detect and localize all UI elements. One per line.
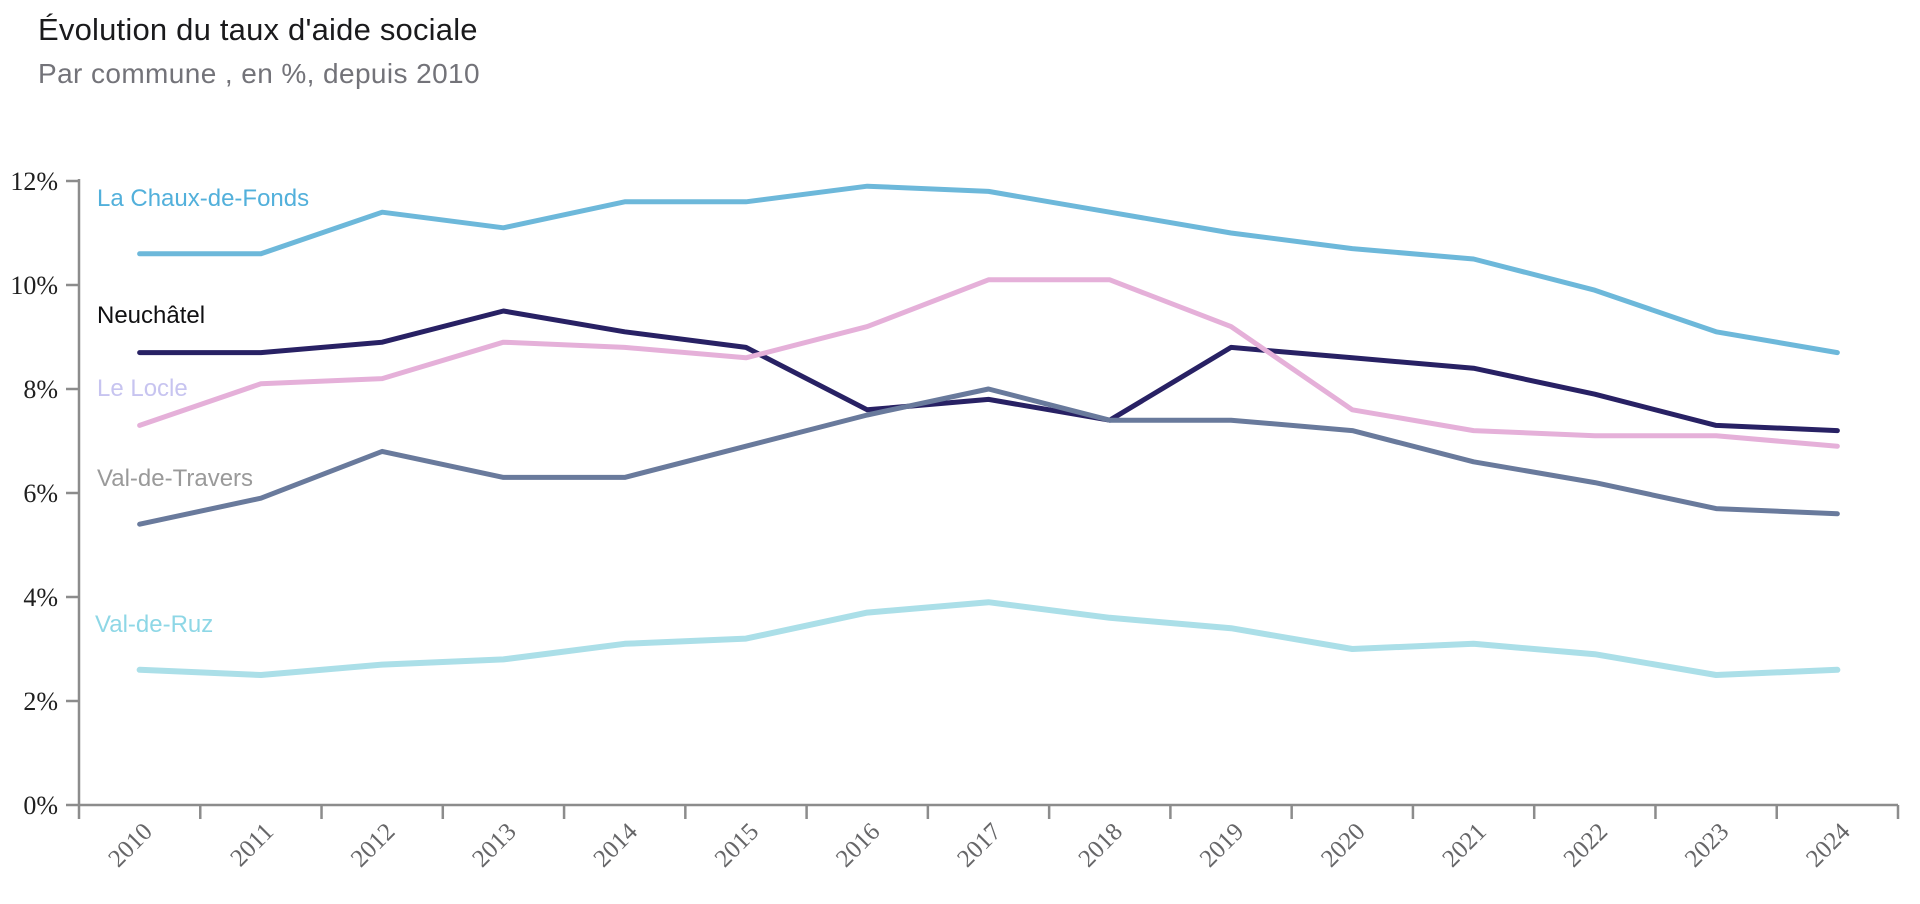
- x-tick-label: 2012: [346, 818, 400, 872]
- x-tick-label: 2022: [1559, 818, 1613, 872]
- series-label-neuch-tel: Neuchâtel: [97, 302, 205, 329]
- series-line-neuch-tel: [137, 308, 1840, 434]
- series-label-val-de-travers: Val-de-Travers: [97, 465, 253, 492]
- y-tick-label: 8%: [23, 375, 58, 404]
- series-line-val-de-travers: [137, 386, 1840, 527]
- series-label-la-chaux-de-fonds: La Chaux-de-Fonds: [97, 185, 309, 212]
- y-tick-label: 0%: [23, 791, 58, 820]
- x-tick-label: 2020: [1316, 818, 1370, 872]
- series-line-val-de-ruz: [136, 599, 1841, 678]
- y-tick-label: 6%: [23, 479, 58, 508]
- series-line-le-locle: [137, 277, 1840, 449]
- y-tick-label: 12%: [10, 167, 58, 196]
- x-tick-label: 2014: [588, 818, 643, 873]
- x-tick-label: 2011: [225, 818, 279, 872]
- chart-title: Évolution du taux d'aide sociale: [38, 12, 478, 47]
- series-label-le-locle: Le Locle: [97, 375, 188, 402]
- y-tick-label: 4%: [23, 583, 58, 612]
- x-tick-label: 2017: [952, 818, 1006, 872]
- chart-subtitle: Par commune , en %, depuis 2010: [38, 58, 480, 89]
- x-tick-label: 2023: [1680, 818, 1734, 872]
- x-tick-label: 2015: [710, 818, 764, 872]
- x-tick-label: 2016: [831, 818, 885, 872]
- x-tick-label: 2013: [467, 818, 521, 872]
- x-tick-label: 2018: [1074, 818, 1128, 872]
- y-tick-label: 10%: [10, 271, 58, 300]
- x-tick-label: 2021: [1437, 818, 1491, 872]
- series-line-la-chaux-de-fonds: [137, 183, 1840, 356]
- series-label-val-de-ruz: Val-de-Ruz: [95, 611, 213, 638]
- x-tick-label: 2010: [103, 818, 157, 872]
- x-tick-label: 2019: [1195, 818, 1249, 872]
- x-tick-label: 2024: [1801, 818, 1856, 873]
- y-tick-label: 2%: [23, 687, 58, 716]
